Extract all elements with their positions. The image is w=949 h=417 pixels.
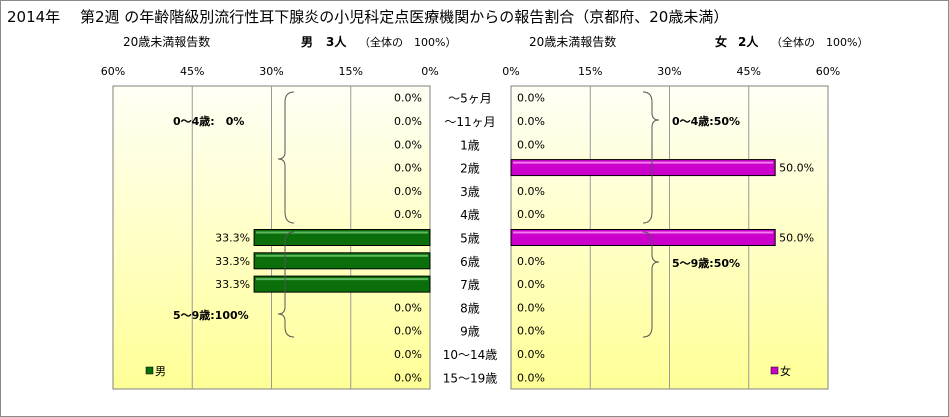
female-value-label: 0.0%	[517, 185, 545, 198]
data-labels: 0.0% 0.0% 0.0% 0.0% 0.0% 0.0% 0.0% 50.0% 0.0% 0.0…	[215, 92, 814, 385]
right-annotation-5-9: 5～9歳:50%	[672, 256, 740, 270]
right-tick-label: 60%	[816, 65, 840, 78]
female-value-label: 0.0%	[517, 138, 545, 151]
female-value-label: 50.0%	[779, 232, 814, 245]
left-tick-label: 15%	[339, 65, 363, 78]
male-value-label: 0.0%	[394, 115, 422, 128]
category-label: 8歳	[460, 301, 480, 315]
left-annotation-0-4: 0～4歳: 0%	[173, 114, 244, 128]
female-value-label: 0.0%	[517, 278, 545, 291]
left-tick-label: 0%	[421, 65, 438, 78]
right-tick-label: 0%	[502, 65, 519, 78]
category-label: 2歳	[460, 162, 480, 176]
female-value-label: 0.0%	[517, 92, 545, 105]
right-subtitle: 20歳未満報告数	[529, 34, 616, 49]
axis-ticks: 0% 0% 15% 15% 30% 30% 45% 45% 60% 60%	[101, 65, 840, 78]
male-value-label: 0.0%	[394, 162, 422, 175]
female-value-label: 0.0%	[517, 301, 545, 314]
right-tick-label: 15%	[578, 65, 602, 78]
male-value-label: 0.0%	[394, 371, 422, 384]
left-tick-label: 45%	[180, 65, 204, 78]
male-value-label: 0.0%	[394, 92, 422, 105]
male-value-label: 0.0%	[394, 138, 422, 151]
male-value-label: 0.0%	[394, 348, 422, 361]
legend-male-swatch	[145, 366, 154, 375]
category-label: 10～14歳	[443, 348, 498, 362]
male-value-label: 33.3%	[215, 232, 250, 245]
male-value-label: 0.0%	[394, 325, 422, 338]
female-value-label: 50.0%	[779, 162, 814, 175]
female-value-label: 0.0%	[517, 348, 545, 361]
category-label: 5歳	[460, 232, 480, 246]
category-label: 6歳	[460, 255, 480, 269]
category-label: 4歳	[460, 208, 480, 222]
category-label: 1歳	[460, 138, 480, 152]
category-label: 15～19歳	[443, 371, 498, 385]
male-value-label: 0.0%	[394, 301, 422, 314]
female-value-label: 0.0%	[517, 208, 545, 221]
legend-male-label: 男	[155, 365, 166, 378]
right-count: 2人	[738, 34, 759, 49]
left-subtitle: 20歳未満報告数	[123, 34, 210, 49]
female-value-label: 0.0%	[517, 325, 545, 338]
right-annotation-0-4: 0～4歳:50%	[672, 114, 740, 128]
male-value-label: 0.0%	[394, 208, 422, 221]
category-label: 7歳	[460, 278, 480, 292]
female-value-label: 0.0%	[517, 371, 545, 384]
category-label: ～11ヶ月	[444, 115, 495, 129]
left-tick-label: 60%	[101, 65, 125, 78]
category-label: 3歳	[460, 185, 480, 199]
female-value-label: 0.0%	[517, 115, 545, 128]
chart-title: 2014年 第2週 の年齢階級別流行性耳下腺炎の小児科定点医療機関からの報告割合…	[7, 8, 728, 26]
left-total: （全体の 100%）	[359, 35, 456, 49]
right-gender-label: 女	[715, 34, 727, 49]
male-value-label: 33.3%	[215, 255, 250, 268]
male-value-label: 0.0%	[394, 185, 422, 198]
left-tick-label: 30%	[259, 65, 283, 78]
male-value-label: 33.3%	[215, 278, 250, 291]
right-brace-5-9	[642, 231, 660, 338]
left-brace-0-4	[277, 91, 295, 224]
category-label: 9歳	[460, 325, 480, 339]
category-labels: ～5ヶ月 ～11ヶ月 1歳 2歳 3歳 4歳 5歳 6歳 7歳 8歳 9歳 10～14歳 15～19歳	[443, 92, 498, 386]
legend-female-swatch	[770, 366, 779, 375]
right-brace-0-4	[642, 91, 660, 224]
right-tick-label: 30%	[657, 65, 681, 78]
left-brace-5-9	[277, 231, 295, 338]
female-value-label: 0.0%	[517, 255, 545, 268]
right-total: （全体の 100%）	[771, 35, 868, 49]
legend-female-label: 女	[780, 364, 791, 378]
category-label: ～5ヶ月	[448, 92, 492, 106]
left-count: 3人	[326, 34, 347, 49]
left-annotation-5-9: 5～9歳:100%	[173, 308, 249, 322]
left-gender-label: 男	[301, 35, 313, 49]
right-tick-label: 45%	[737, 65, 761, 78]
